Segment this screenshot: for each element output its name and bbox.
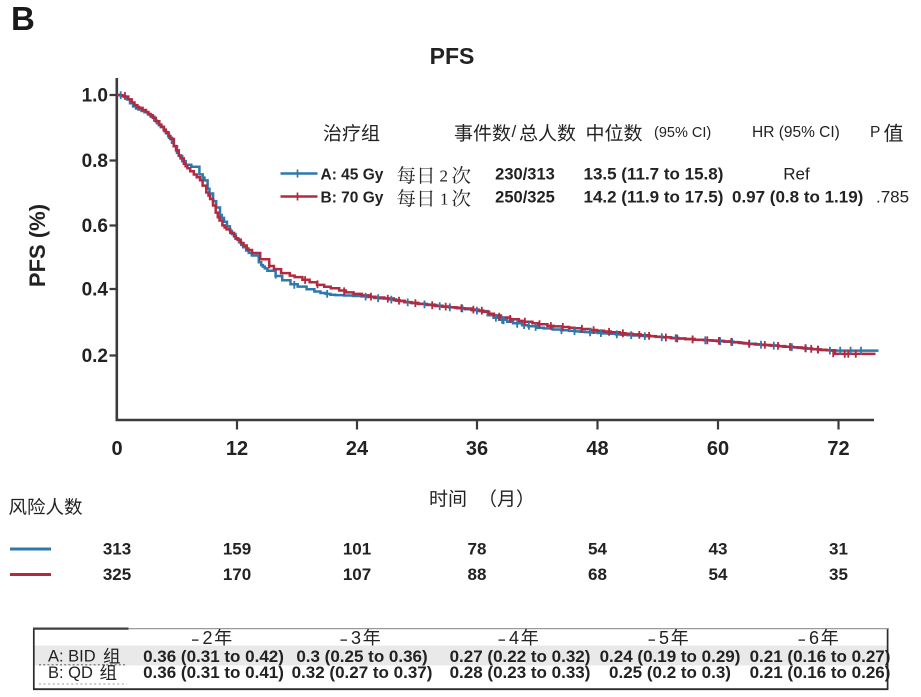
svg-text:43: 43 [709,540,728,559]
svg-text:Ref: Ref [783,165,810,184]
svg-text:54: 54 [588,540,607,559]
svg-text:78: 78 [468,540,487,559]
svg-text:2: 2 [202,628,212,648]
svg-text:36: 36 [466,438,488,460]
svg-text:0.36 (0.31 to 0.42): 0.36 (0.31 to 0.42) [143,647,284,666]
svg-text:101: 101 [343,540,371,559]
svg-text:313: 313 [103,540,131,559]
svg-text:159: 159 [223,540,251,559]
svg-text:0.97 (0.8 to 1.19): 0.97 (0.8 to 1.19) [732,188,863,207]
svg-text:P: P [870,124,880,141]
svg-text:0: 0 [111,438,122,460]
svg-text:72: 72 [827,438,849,460]
svg-text:230/313: 230/313 [495,166,555,184]
svg-text:0.8: 0.8 [82,151,108,172]
svg-text:A: 45 Gy: A: 45 Gy [321,167,384,184]
svg-text:/: / [512,122,517,141]
svg-text:A: BID: A: BID [48,648,96,666]
svg-text:HR (95% CI): HR (95% CI) [752,124,840,141]
svg-text:6: 6 [809,628,819,648]
svg-text:250/325: 250/325 [495,189,555,207]
svg-text:60: 60 [707,438,729,460]
svg-text:PFS (%): PFS (%) [25,204,50,287]
svg-text:13.5 (11.7 to 15.8): 13.5 (11.7 to 15.8) [584,165,724,184]
svg-text:48: 48 [586,438,608,460]
svg-text:PFS: PFS [430,43,475,69]
svg-text:88: 88 [468,565,487,584]
svg-text:3: 3 [351,628,361,648]
svg-text:.785: .785 [876,188,909,207]
svg-text:0.36 (0.31 to 0.41): 0.36 (0.31 to 0.41) [143,663,284,682]
svg-text:0.21 (0.16 to 0.27): 0.21 (0.16 to 0.27) [750,647,891,666]
svg-text:0.2: 0.2 [82,346,108,367]
svg-text:0.28 (0.23 to 0.33): 0.28 (0.23 to 0.33) [450,663,591,682]
svg-text:5: 5 [659,628,669,648]
svg-text:0.21 (0.16 to 0.26): 0.21 (0.16 to 0.26) [750,663,891,682]
svg-text:B: B [11,0,35,37]
svg-text:2: 2 [440,167,449,186]
svg-text:0.32 (0.27 to 0.37): 0.32 (0.27 to 0.37) [292,663,433,682]
svg-text:68: 68 [588,565,607,584]
svg-text:54: 54 [709,565,728,584]
svg-text:0.3 (0.25 to 0.36): 0.3 (0.25 to 0.36) [296,647,427,666]
svg-text:0.4: 0.4 [82,280,109,301]
svg-text:0.6: 0.6 [82,216,108,237]
svg-text:170: 170 [223,565,251,584]
svg-text:1: 1 [440,190,449,209]
svg-text:B: 70 Gy: B: 70 Gy [321,190,384,207]
svg-text:325: 325 [103,565,131,584]
svg-text:107: 107 [343,565,371,584]
svg-text:24: 24 [346,438,369,460]
svg-text:0.27 (0.22 to 0.32): 0.27 (0.22 to 0.32) [450,647,591,666]
svg-text:0.25 (0.2 to 0.3): 0.25 (0.2 to 0.3) [609,663,731,682]
svg-text:12: 12 [226,438,248,460]
svg-text:14.2 (11.9 to 17.5): 14.2 (11.9 to 17.5) [584,188,724,207]
svg-text:31: 31 [829,540,848,559]
svg-text:4: 4 [509,628,519,648]
svg-text:0.24 (0.19 to 0.29): 0.24 (0.19 to 0.29) [600,647,741,666]
svg-text:35: 35 [829,565,848,584]
svg-text:B: QD: B: QD [48,664,93,682]
svg-text:1.0: 1.0 [82,86,108,107]
svg-text:(95% CI): (95% CI) [654,125,711,141]
